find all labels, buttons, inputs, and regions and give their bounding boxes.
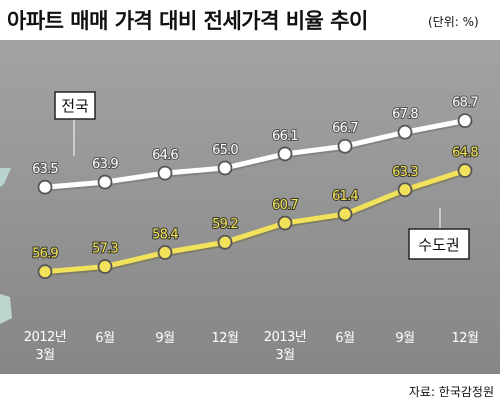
series-capital-value-label: 57.3 xyxy=(92,242,118,257)
x-tick-label: 3월 xyxy=(275,348,294,363)
series-national-line xyxy=(44,118,466,190)
series-capital-value-label: 58.4 xyxy=(152,227,178,242)
legend-national-box xyxy=(54,91,96,120)
series-capital-value-label: 64.8 xyxy=(452,146,478,161)
legend-capital-box xyxy=(408,228,470,260)
legend-capital: 수도권 xyxy=(408,208,470,260)
x-tick-label: 6월 xyxy=(335,331,354,346)
chart-title: 아파트 매매 가격 대비 전세가격 비율 추이 xyxy=(7,9,368,33)
series-national-value-label: 68.7 xyxy=(452,96,478,111)
data-points xyxy=(37,113,473,280)
series-national-point xyxy=(37,179,53,195)
series-capital-value-label: 63.3 xyxy=(392,165,418,180)
decorative-shape xyxy=(0,168,11,187)
series-national-value-label: 64.6 xyxy=(152,148,178,163)
x-tick-label: 9월 xyxy=(395,331,414,346)
series-national-value-label: 63.5 xyxy=(32,162,58,177)
legend-national: 전국 xyxy=(54,91,96,156)
series-national-value-label: 63.9 xyxy=(92,157,118,172)
data-labels: 63.5 63.9 64.6 65.0 66.1 66.7 67.8 68.7 56.9 57.3… xyxy=(31,95,480,263)
x-tick-label: 9월 xyxy=(155,331,174,346)
series-national-point xyxy=(97,174,113,190)
series-national-point xyxy=(457,113,473,129)
series-capital-point xyxy=(97,259,113,274)
chart-background xyxy=(0,40,500,374)
series-national-point xyxy=(337,138,353,154)
series-capital-point xyxy=(217,234,233,250)
series-national-point xyxy=(217,160,233,176)
series-capital-point xyxy=(37,264,53,280)
series-capital-line xyxy=(44,168,466,275)
series-national-value-label: 65.0 xyxy=(212,143,238,158)
series-capital-point xyxy=(457,163,473,178)
series-capital-point xyxy=(277,215,293,231)
series-capital-point xyxy=(337,206,353,222)
source-note: 자료: 한국감정원 xyxy=(409,385,494,399)
series-capital-point xyxy=(397,182,413,198)
legend-capital-label: 수도권 xyxy=(418,236,459,254)
x-tick-label: 6월 xyxy=(95,331,114,346)
series-capital-value-label: 56.9 xyxy=(32,247,58,262)
series-capital-value-label: 59.2 xyxy=(212,217,238,232)
unit-note: (단위: %) xyxy=(428,15,479,29)
series-capital-value-label: 61.4 xyxy=(332,189,358,204)
series-national-point xyxy=(277,146,293,162)
series-national-value-label: 66.7 xyxy=(332,121,358,136)
series-national-point xyxy=(157,165,173,181)
x-tick-label: 12월 xyxy=(211,331,238,346)
series-national-point xyxy=(397,124,413,140)
x-tick-label: 2013년 xyxy=(264,330,307,345)
legend-national-label: 전국 xyxy=(61,97,89,115)
series-capital-value-label: 60.7 xyxy=(272,198,298,213)
x-tick-label: 12월 xyxy=(451,331,478,346)
x-axis-ticks: 2012년 3월 6월 9월 12월 2013년 3월 6월 9월 12월 xyxy=(24,330,479,363)
decorative-shape xyxy=(0,294,12,324)
series-national-value-label: 67.8 xyxy=(392,107,418,122)
series-capital-point xyxy=(157,245,173,260)
series-national-value-label: 66.1 xyxy=(272,129,298,144)
series-lines xyxy=(44,118,466,277)
x-tick-label: 2012년 xyxy=(24,330,67,345)
x-tick-label: 3월 xyxy=(35,348,54,363)
